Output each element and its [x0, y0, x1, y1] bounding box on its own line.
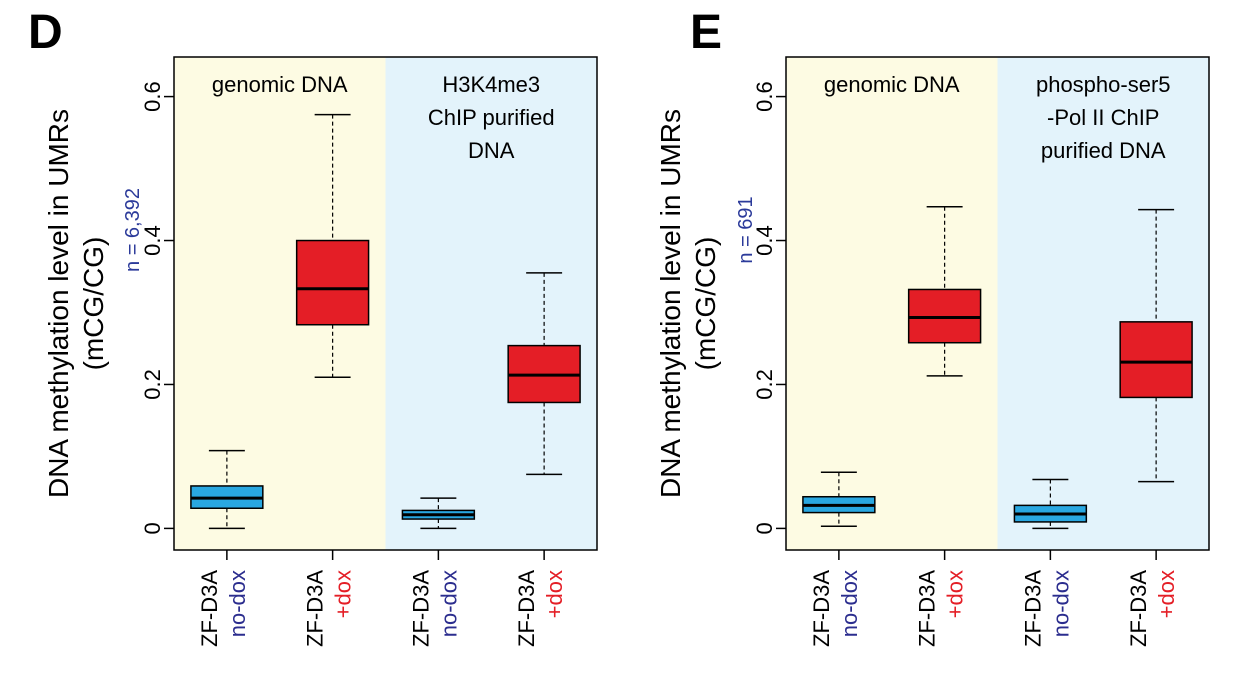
- y-tick-label: 0.4: [752, 225, 777, 256]
- category-label-line2: no-dox: [837, 570, 862, 637]
- category-label-line1: ZF-D3A: [303, 570, 328, 647]
- y-axis-title: DNA methylation level in UMRs: [655, 109, 686, 498]
- y-tick-label: 0.6: [752, 81, 777, 112]
- box-iqr: [295, 239, 370, 326]
- region-label: ChIP purified: [428, 105, 555, 130]
- category-label-line1: ZF-D3A: [1020, 570, 1045, 647]
- y-tick-label: 0: [140, 522, 165, 534]
- y-tick-label: 0.2: [752, 369, 777, 400]
- category-label-line1: ZF-D3A: [915, 570, 940, 647]
- y-axis-subtitle: (mCG/CG): [690, 237, 721, 371]
- y-axis-title: DNA methylation level in UMRs: [43, 109, 74, 498]
- region-label: H3K4me3: [442, 72, 540, 97]
- region-bg-chip: [997, 57, 1209, 550]
- box-iqr: [1119, 321, 1193, 399]
- category-label-line2: +dox: [331, 570, 356, 618]
- y-tick-label: 0: [752, 522, 777, 534]
- y-tick-label: 0.2: [140, 369, 165, 400]
- category-label-line1: ZF-D3A: [408, 570, 433, 647]
- category-label-line1: ZF-D3A: [514, 570, 539, 647]
- region-label: -Pol II ChIP: [1047, 105, 1159, 130]
- category-label-line2: +dox: [1154, 570, 1179, 618]
- n-count-label: n = 6,392: [122, 188, 144, 272]
- category-label-line1: ZF-D3A: [1126, 570, 1151, 647]
- y-tick-label: 0.6: [140, 81, 165, 112]
- category-label-line1: ZF-D3A: [197, 570, 222, 647]
- category-label-line2: no-dox: [1048, 570, 1073, 637]
- panel-letter: D: [28, 6, 63, 59]
- region-label: purified DNA: [1041, 138, 1166, 163]
- plot-frame: [785, 56, 1210, 551]
- panel-letter: E: [690, 6, 722, 59]
- plot-frame: [173, 56, 598, 551]
- region-label: genomic DNA: [212, 72, 348, 97]
- y-axis-subtitle: (mCG/CG): [78, 237, 109, 371]
- region-label: phospho-ser5: [1036, 72, 1171, 97]
- category-label-line1: ZF-D3A: [809, 570, 834, 647]
- n-count-label: n = 691: [735, 196, 757, 263]
- region-label: genomic DNA: [824, 72, 960, 97]
- region-bg-chip: [385, 57, 597, 550]
- category-label-line2: +dox: [943, 570, 968, 618]
- y-tick-label: 0.4: [140, 225, 165, 256]
- category-label-line2: no-dox: [225, 570, 250, 637]
- category-label-line2: no-dox: [436, 570, 461, 637]
- region-label: DNA: [468, 138, 515, 163]
- category-label-line2: +dox: [542, 570, 567, 618]
